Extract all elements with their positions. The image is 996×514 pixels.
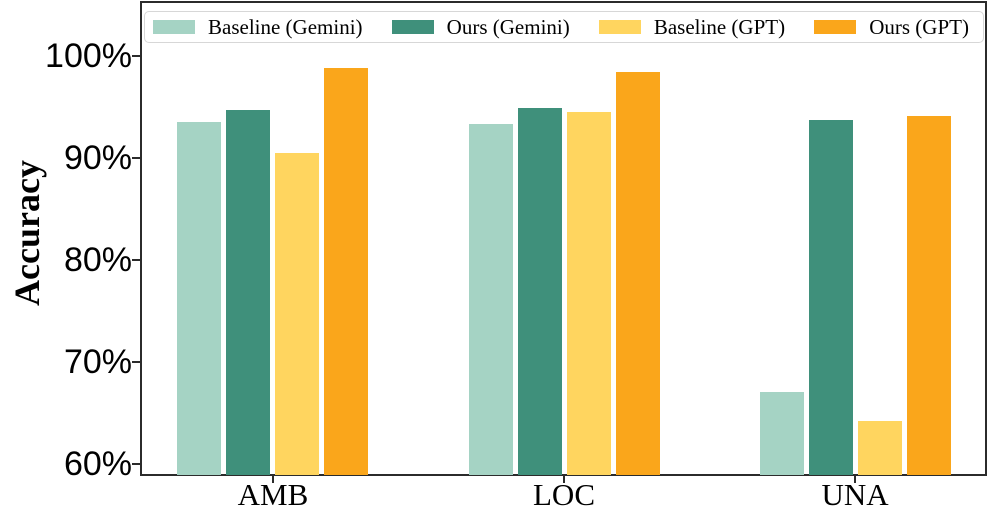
bar-ours-gemini-loc [517, 108, 562, 475]
x-tick-label-loc: LOC [533, 477, 595, 512]
bar-ours-gemini-una [808, 120, 853, 475]
x-tick-mark [853, 476, 857, 483]
y-tick-label: 80% [63, 240, 132, 279]
y-tick-label: 60% [63, 444, 132, 483]
y-tick-mark [132, 360, 140, 364]
y-tick-mark [132, 156, 140, 160]
bar-ours-gpt-loc [615, 72, 660, 475]
legend-item: Baseline (Gemini) [153, 15, 363, 40]
x-tick-label-una: UNA [821, 477, 889, 512]
legend-label: Ours (GPT) [869, 14, 969, 39]
y-tick-mark [132, 54, 140, 58]
legend-swatch-icon [153, 20, 195, 34]
legend-item: Baseline (GPT) [598, 14, 786, 40]
bar-baseline-gemini-una [759, 392, 804, 475]
bar-baseline-gemini-amb [177, 122, 222, 475]
bar-ours-gemini-amb [226, 110, 271, 475]
bar-baseline-gpt-loc [566, 112, 611, 475]
legend-label: Baseline (Gemini) [208, 14, 363, 39]
bar-ours-gpt-amb [324, 68, 369, 475]
legend-swatch-icon [814, 20, 857, 34]
legend-label: Ours (Gemini) [446, 14, 570, 39]
y-tick-label: 70% [63, 342, 132, 381]
legend: Baseline (Gemini) Ours (Gemini) Baseline (… [144, 11, 984, 43]
bar-baseline-gpt-una [857, 420, 902, 475]
y-tick-label: 90% [63, 138, 132, 177]
y-tick-mark [132, 462, 140, 466]
x-tick-label-amb: AMB [237, 477, 309, 512]
y-tick-label: 100% [45, 37, 132, 75]
bar-baseline-gemini-loc [468, 124, 513, 475]
legend-item: Ours (GPT) [814, 15, 969, 40]
y-tick-mark [132, 258, 140, 262]
legend-swatch-icon [391, 20, 434, 34]
bar-ours-gpt-una [906, 116, 951, 475]
x-tick-mark [562, 476, 566, 483]
legend-item: Ours (Gemini) [391, 14, 570, 40]
legend-swatch-icon [598, 20, 641, 34]
bar-baseline-gpt-amb [275, 152, 320, 475]
legend-label: Baseline (GPT) [653, 14, 786, 39]
y-axis-title: Accuracy [7, 160, 47, 306]
x-tick-mark [271, 476, 275, 483]
